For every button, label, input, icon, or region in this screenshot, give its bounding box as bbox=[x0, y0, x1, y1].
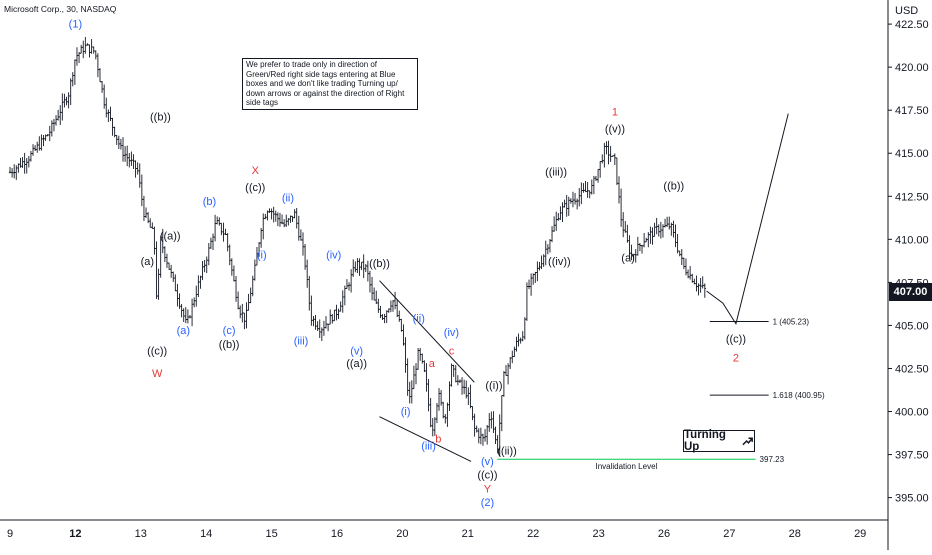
y-tick-label: 412.50 bbox=[895, 191, 929, 203]
wave-label: (i) bbox=[257, 249, 267, 261]
x-tick-label: 20 bbox=[396, 528, 408, 540]
wave-label: (iv) bbox=[444, 327, 459, 339]
currency-label: USD bbox=[895, 5, 919, 17]
wave-label: ((c)) bbox=[726, 334, 746, 346]
wave-label: ((c)) bbox=[245, 182, 265, 194]
wave-label: (iv) bbox=[326, 249, 341, 261]
x-tick-label: 14 bbox=[200, 528, 212, 540]
y-tick-label: 422.50 bbox=[895, 19, 929, 31]
wave-label: ((b)) bbox=[369, 258, 390, 270]
invalidation-value-label: 397.23 bbox=[760, 455, 785, 464]
wave-label: ((a)) bbox=[346, 358, 367, 370]
wave-label: (c) bbox=[223, 325, 236, 337]
target-level-label: 1.618 (400.95) bbox=[773, 391, 825, 400]
turning-up-label: Turning Up bbox=[684, 429, 726, 453]
wave-label: ((v)) bbox=[605, 124, 625, 136]
wave-label: ((iii)) bbox=[545, 167, 567, 179]
wave-label: (iii) bbox=[294, 335, 309, 347]
trading-note: We prefer to trade only in direction of … bbox=[242, 58, 418, 110]
y-tick-label: 405.00 bbox=[895, 320, 929, 332]
channel-line bbox=[379, 416, 472, 462]
wave-labels-layer: (1) ((b)) ((a)) (a) ((c)) W (a) (b) (c) ((b)) X ((c… bbox=[69, 19, 746, 510]
wave-label: (ii) bbox=[282, 192, 294, 204]
chart-title: Microsoft Corp., 30, NASDAQ bbox=[4, 4, 117, 14]
last-price-badge: 407.00 bbox=[889, 283, 932, 301]
wave-label: (v) bbox=[350, 346, 363, 358]
wave-label: W bbox=[152, 368, 163, 380]
x-tick-label: 28 bbox=[789, 528, 801, 540]
y-tick-label: 410.00 bbox=[895, 234, 929, 246]
wave-label: (iii) bbox=[421, 440, 436, 452]
channel-line bbox=[379, 280, 475, 383]
x-tick-label: 27 bbox=[723, 528, 735, 540]
wave-label: (a) bbox=[177, 325, 190, 337]
y-tick-label: 397.50 bbox=[895, 450, 929, 462]
x-tick-label: 26 bbox=[658, 528, 670, 540]
x-tick-label: 15 bbox=[265, 528, 277, 540]
y-tick-label: 400.00 bbox=[895, 407, 929, 419]
wave-label: (b) bbox=[203, 196, 216, 208]
x-tick-label: 9 bbox=[7, 528, 13, 540]
wave-label: c bbox=[449, 346, 455, 358]
wave-label: (v) bbox=[481, 456, 494, 468]
wave-label: X bbox=[252, 165, 260, 177]
wave-label: 1 bbox=[612, 106, 618, 118]
x-tick-label: 22 bbox=[527, 528, 539, 540]
wave-label: ((a)) bbox=[160, 230, 181, 242]
y-tick-label: 402.50 bbox=[895, 363, 929, 375]
wave-label: (a) bbox=[141, 256, 154, 268]
wave-label: a bbox=[429, 358, 436, 370]
wave-label: ((b)) bbox=[663, 180, 684, 192]
y-tick-label: 415.00 bbox=[895, 148, 929, 160]
y-tick-label: 420.00 bbox=[895, 62, 929, 74]
wave-label: ((c)) bbox=[477, 470, 497, 482]
wave-label: (a) bbox=[621, 253, 634, 265]
x-tick-label: 29 bbox=[854, 528, 866, 540]
wave-label: ((iv)) bbox=[548, 256, 571, 268]
invalidation-label: Invalidation Level bbox=[595, 462, 657, 471]
wave-label: ((b)) bbox=[219, 339, 240, 351]
x-tick-label: 12 bbox=[69, 528, 81, 540]
wave-label: (2) bbox=[481, 497, 494, 509]
y-tick-label: 395.00 bbox=[895, 493, 929, 505]
wave-label: (ii) bbox=[413, 313, 425, 325]
x-tick-label: 16 bbox=[331, 528, 343, 540]
arrow-up-right-icon bbox=[742, 437, 753, 446]
target-level-label: 1 (405.23) bbox=[773, 317, 810, 326]
wave-label: ((i)) bbox=[485, 380, 502, 392]
wave-label: Y bbox=[484, 483, 492, 495]
x-tick-label: 23 bbox=[592, 528, 604, 540]
wave-label: ((b)) bbox=[150, 112, 171, 124]
y-tick-label: 417.50 bbox=[895, 105, 929, 117]
wave-label: (1) bbox=[69, 19, 82, 31]
x-tick-label: 21 bbox=[462, 528, 474, 540]
wave-label: ((c)) bbox=[147, 346, 167, 358]
wave-label: b bbox=[435, 434, 441, 446]
wave-label: ((ii)) bbox=[497, 446, 517, 458]
annotation-lines-layer: 1 (405.23) 1.618 (400.95) Invalidation Lev… bbox=[379, 113, 825, 471]
wave-label: 2 bbox=[733, 353, 739, 365]
wave-label: (i) bbox=[401, 406, 411, 418]
projection-path bbox=[706, 113, 789, 325]
x-tick-label: 13 bbox=[135, 528, 147, 540]
candles-layer bbox=[8, 36, 707, 457]
turning-up-box: Turning Up bbox=[683, 429, 755, 453]
